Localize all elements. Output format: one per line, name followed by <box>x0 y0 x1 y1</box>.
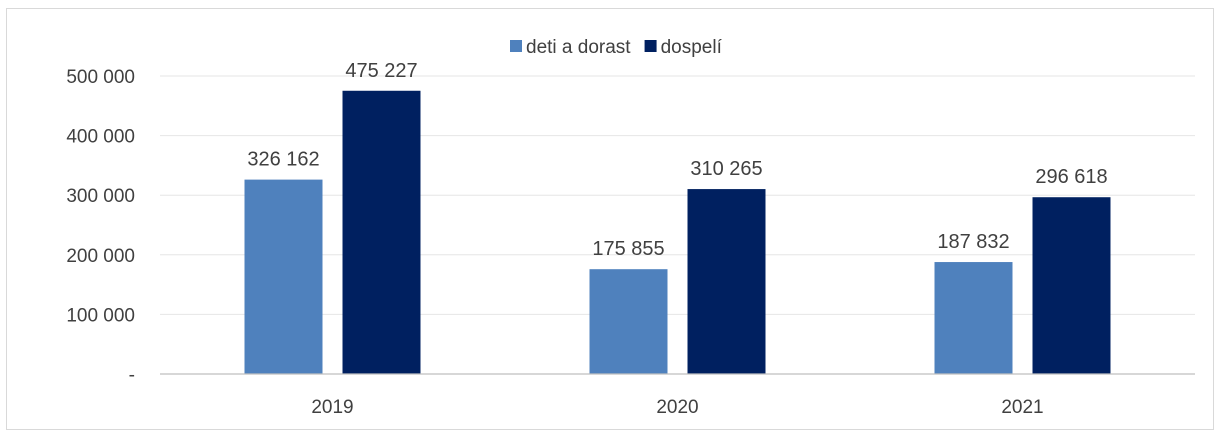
y-tick-label: 100 000 <box>66 305 135 326</box>
data-label: 175 855 <box>592 238 664 260</box>
x-tick-label: 2020 <box>656 397 698 418</box>
legend-swatch <box>644 40 657 52</box>
bar-dospeli-2021 <box>1032 197 1111 374</box>
bar-deti-a-dorast-2019 <box>244 179 323 374</box>
y-tick-label: 300 000 <box>66 186 135 207</box>
y-tick-label: 200 000 <box>66 246 135 267</box>
data-label: 187 832 <box>937 231 1009 253</box>
bar-deti-a-dorast-2020 <box>589 269 668 374</box>
legend-label: deti a dorast <box>526 37 631 58</box>
x-tick-labels: 2019 2020 2021 <box>311 397 1043 418</box>
x-tick-label: 2019 <box>311 397 353 418</box>
data-label: 296 618 <box>1035 166 1107 188</box>
legend-label: dospelí <box>661 37 723 58</box>
data-label: 475 227 <box>345 60 417 82</box>
bars <box>244 90 1111 374</box>
y-tick-label: 400 000 <box>66 127 135 148</box>
legend: deti a dorast dospelí <box>510 37 723 58</box>
legend-swatch <box>510 40 522 52</box>
data-label: 326 162 <box>247 149 319 171</box>
y-tick-label: - <box>129 365 135 386</box>
y-tick-label: 500 000 <box>66 67 135 88</box>
data-labels: 326 162 475 227 175 855 310 265 187 832 296 6… <box>247 60 1107 260</box>
gridlines <box>160 75 1195 315</box>
bar-dospeli-2019 <box>342 90 421 374</box>
x-tick-label: 2021 <box>1001 397 1043 418</box>
y-tick-labels: - 100 000 200 000 300 000 400 000 500 000 <box>66 67 135 386</box>
bar-dospeli-2020 <box>687 189 766 374</box>
data-label: 310 265 <box>690 158 762 180</box>
bar-deti-a-dorast-2021 <box>934 262 1013 374</box>
